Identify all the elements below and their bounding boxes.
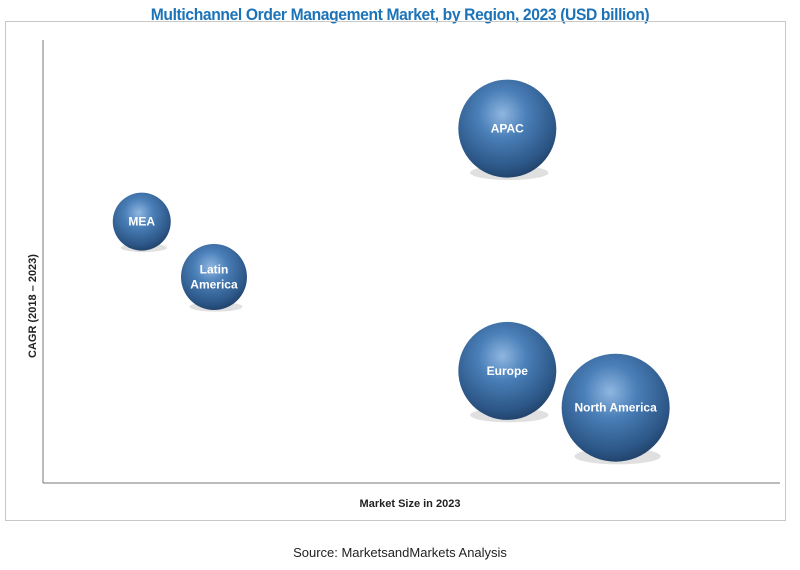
bubble-latin-america [180,244,247,311]
bubble-apac [458,79,557,178]
y-axis-label: CAGR (2018 – 2023) [27,254,39,358]
bubble-label: Latin America [190,263,238,292]
bubble-label: APAC [491,122,524,136]
bubble-mea [112,192,171,251]
chart-frame [5,21,786,521]
bubble-north-america [561,353,670,462]
bubble-label: MEA [128,215,155,229]
bubble-label: North America [575,401,658,415]
x-axis-label: Market Size in 2023 [359,498,461,510]
chart-title: Multichannel Order Management Market, by… [150,5,650,24]
bubble-label: Europe [487,364,529,378]
source-note: Source: MarketsandMarkets Analysis [293,545,507,560]
bubble-europe [458,321,557,420]
